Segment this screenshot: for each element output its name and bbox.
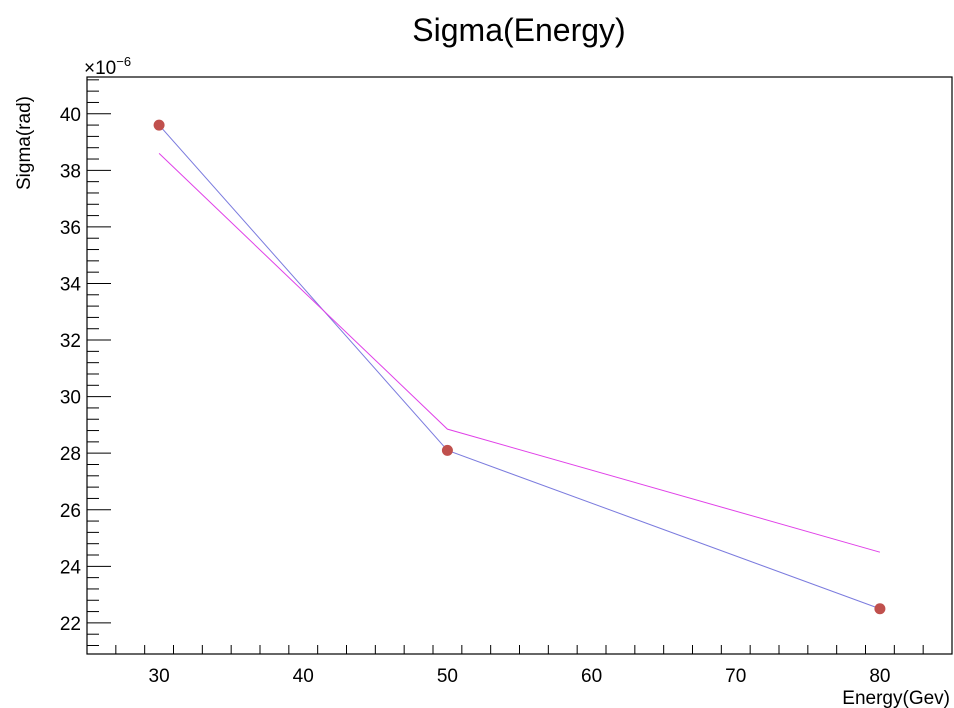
- x-tick-label: 60: [581, 666, 602, 687]
- chart-title: Sigma(Energy): [412, 12, 625, 48]
- y-tick-label: 36: [60, 218, 81, 239]
- y-axis: 22 24 26 28 30 32 34 36 38 40: [60, 79, 111, 647]
- y-tick-label: 30: [60, 388, 81, 409]
- y-tick-label: 38: [60, 161, 81, 182]
- y-axis-label: Sigma(rad): [14, 96, 35, 190]
- x-axis: 30 40 50 60 70 80: [86, 645, 953, 687]
- series-line-2: [158, 153, 881, 553]
- y-tick-label: 40: [60, 105, 81, 126]
- x-axis-label: Energy(Gev): [842, 688, 950, 708]
- y-multiplier-base: ×10: [84, 58, 116, 79]
- y-tick-label: 32: [60, 331, 81, 352]
- x-tick-label: 70: [725, 666, 746, 687]
- x-tick-label: 40: [293, 666, 314, 687]
- series-group: [153, 119, 886, 615]
- y-multiplier-exponent: −6: [116, 54, 131, 69]
- y-tick-label: 24: [60, 557, 82, 578]
- x-tick-label: 80: [869, 666, 890, 687]
- svg-text:×10−6: ×10−6: [84, 54, 131, 79]
- y-tick-label: 26: [60, 501, 81, 522]
- x-tick-label: 50: [437, 666, 458, 687]
- y-axis-multiplier: ×10−6: [84, 54, 131, 79]
- y-tick-label: 34: [60, 274, 82, 295]
- data-point: [153, 119, 165, 131]
- y-tick-label: 28: [60, 444, 81, 465]
- data-point: [874, 603, 886, 615]
- plot-frame: [86, 76, 953, 655]
- y-tick-label: 22: [60, 614, 81, 635]
- x-tick-label: 30: [149, 666, 170, 687]
- data-point: [441, 444, 453, 456]
- series-line-1: [158, 124, 881, 610]
